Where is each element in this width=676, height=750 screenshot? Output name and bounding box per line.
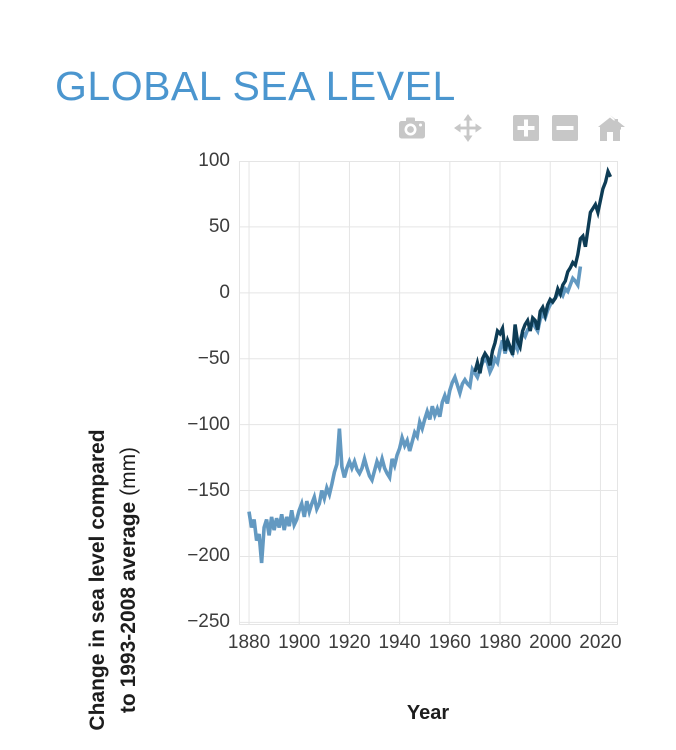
x-tick-label: 1960 — [428, 632, 471, 653]
x-tick-label: 2000 — [529, 632, 572, 653]
x-tick-label: 1900 — [278, 632, 321, 653]
y-tick-label: −200 — [187, 545, 230, 567]
y-tick-label: 50 — [208, 215, 230, 237]
y-tick-label: −100 — [187, 413, 230, 435]
zoom-out-icon — [552, 115, 578, 141]
plot-border — [239, 161, 618, 625]
recent-observations-line — [473, 166, 613, 374]
y-tick-label: −250 — [187, 611, 230, 633]
zoom-in-button[interactable] — [513, 115, 539, 141]
x-tick-label: 1980 — [478, 632, 522, 653]
zoom-in-icon — [513, 115, 539, 141]
x-tick-label: 1940 — [378, 632, 421, 653]
pan-button[interactable] — [454, 114, 482, 142]
reset-view-button[interactable] — [595, 115, 625, 141]
sea-level-chart[interactable] — [239, 161, 618, 625]
y-tick-label: 100 — [198, 150, 230, 171]
camera-icon — [399, 117, 425, 139]
snapshot-button[interactable] — [398, 116, 426, 140]
tide-gauge-reconstruction-line — [247, 266, 583, 564]
y-tick-label: −50 — [197, 347, 230, 369]
x-tick-label: 2020 — [579, 632, 622, 653]
chart-region: Change in sea level compared to 1993-200… — [0, 150, 676, 750]
zoom-out-button[interactable] — [552, 115, 578, 141]
x-axis-title: Year — [406, 702, 450, 724]
x-tick-label: 1920 — [328, 632, 371, 653]
pan-arrows-icon — [454, 114, 482, 142]
y-tick-label: 0 — [219, 281, 230, 303]
x-tick-label: 1880 — [227, 632, 271, 653]
home-icon — [598, 115, 625, 141]
y-tick-label: −150 — [187, 479, 230, 501]
plot-toolbar — [398, 112, 625, 144]
page-title: GLOBAL SEA LEVEL — [55, 63, 456, 110]
